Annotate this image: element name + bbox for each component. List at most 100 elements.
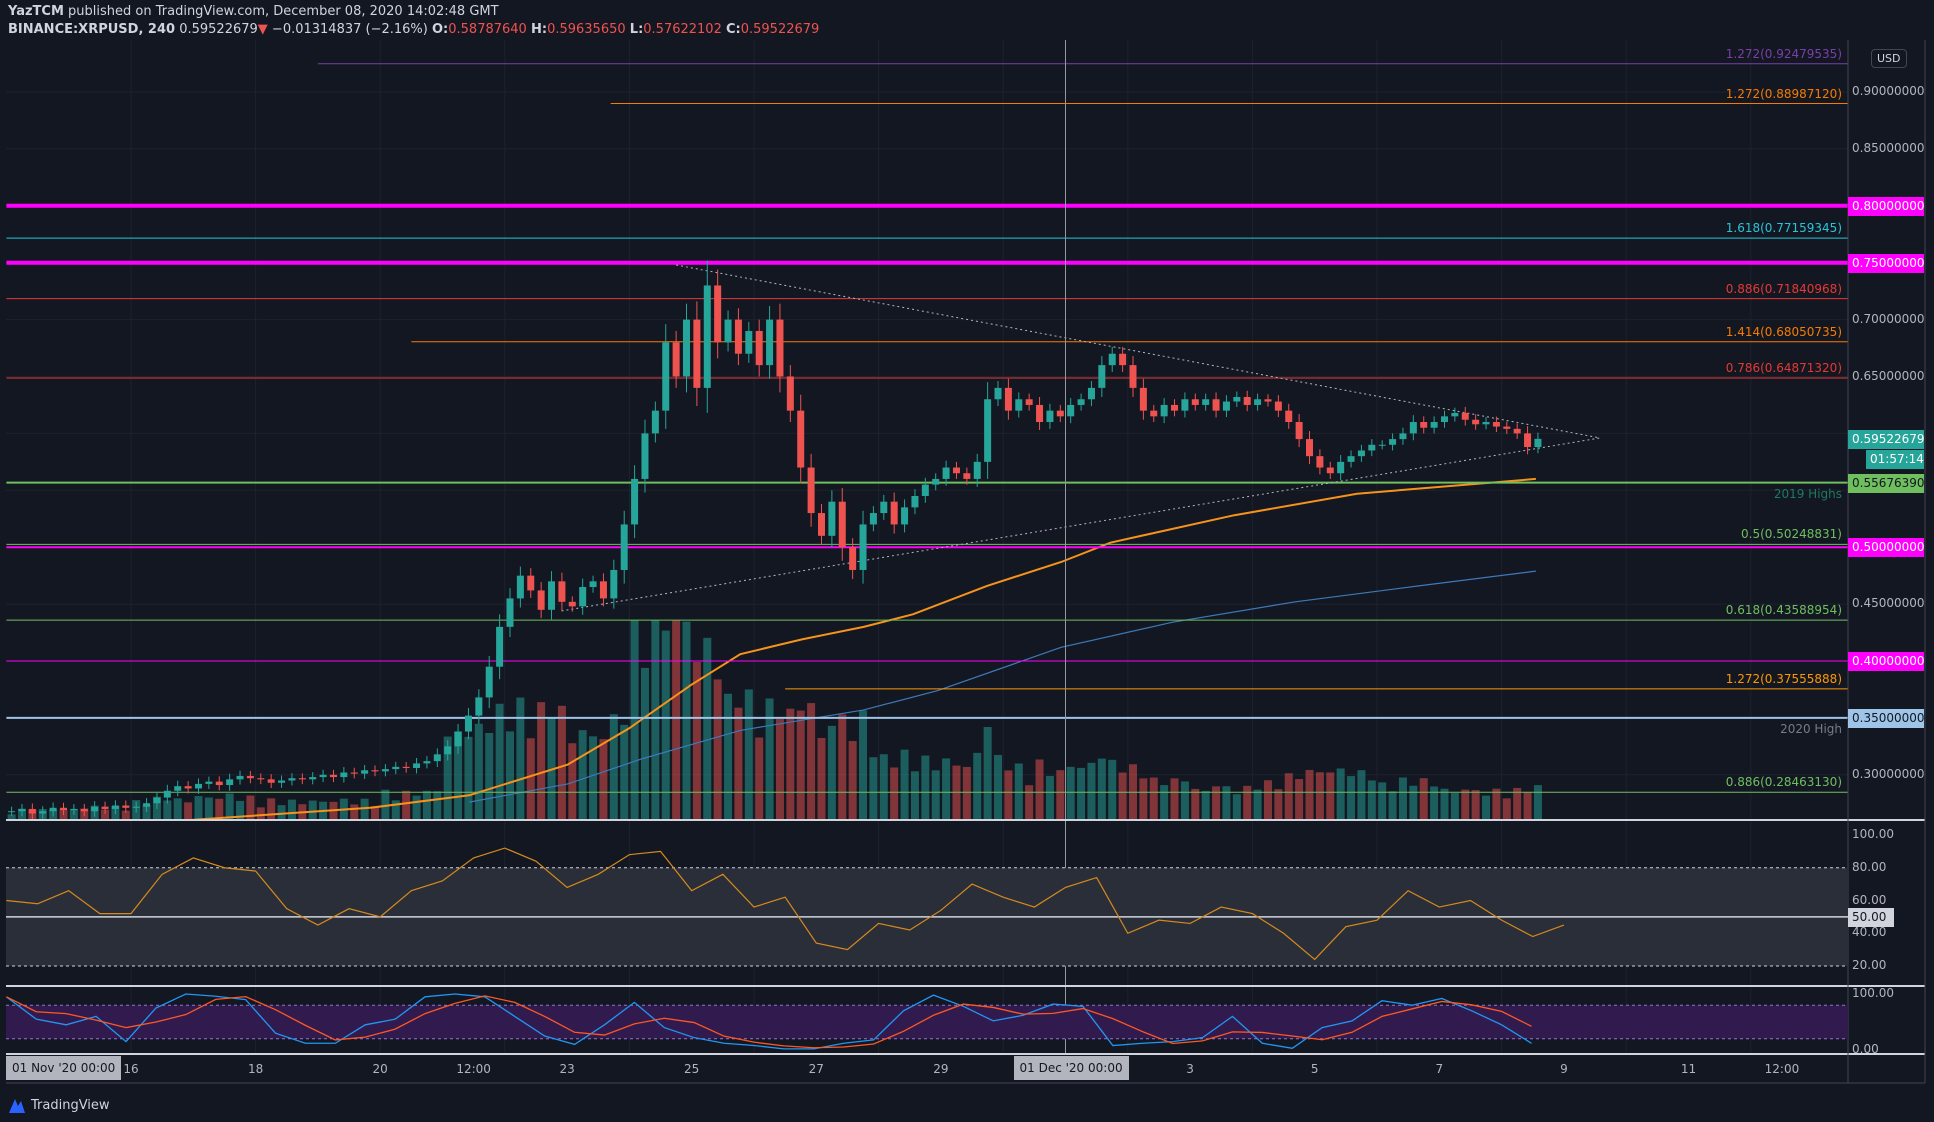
candle-body (537, 590, 545, 610)
volume-bar (1305, 769, 1314, 820)
candle-body (1202, 399, 1210, 405)
candle-body (143, 803, 151, 807)
volume-bar (1482, 795, 1491, 820)
candle-body (80, 808, 88, 812)
price-axis-marker: 0.59522679 (1848, 429, 1925, 449)
candle-body (589, 581, 597, 588)
candle-body (236, 775, 244, 780)
candle-body (911, 495, 919, 508)
candle-body (8, 811, 16, 813)
level-label: 0.5(0.50248831) (1741, 527, 1842, 542)
candle-body (371, 770, 379, 772)
tradingview-logo[interactable]: TradingView (8, 1096, 110, 1114)
candle-body (1015, 399, 1023, 411)
open-label: O: (432, 22, 449, 37)
candle-body (776, 319, 784, 377)
candle-body (454, 731, 462, 747)
publish-text: published on TradingView.com, December 0… (68, 4, 499, 19)
level-label: 1.272(0.88987120) (1725, 86, 1842, 101)
volume-bar (807, 703, 816, 820)
candle-body (122, 805, 130, 808)
level-label: 2020 High (1780, 721, 1842, 736)
candle-body (901, 507, 909, 525)
candle-body (1295, 422, 1303, 440)
candle-body (1274, 401, 1282, 411)
volume-bar (1450, 793, 1459, 820)
volume-bar (786, 708, 795, 820)
low-label: L: (629, 22, 644, 37)
volume-bar (640, 667, 649, 820)
price-axis-marker: 0.55676390 (1848, 473, 1925, 493)
time-axis-label: 16 (123, 1062, 139, 1076)
currency-button[interactable]: USD (1871, 49, 1907, 68)
volume-bar (1097, 758, 1106, 820)
candle-body (994, 387, 1002, 400)
candle-body (28, 808, 36, 814)
level-label: 2019 Highs (1773, 486, 1842, 501)
volume-bar (599, 739, 608, 820)
price-axis-label: 0.90000000 (1852, 84, 1925, 98)
candle-body (1430, 422, 1438, 428)
price-axis-label: 0.45000000 (1852, 596, 1925, 611)
candle-body (672, 342, 680, 377)
candle-body (381, 769, 389, 772)
candle-body (734, 319, 742, 354)
time-axis-label: 5 (1310, 1062, 1319, 1076)
time-axis-label: 7 (1435, 1062, 1444, 1076)
candle-body (568, 601, 576, 607)
low-value: 0.57622102 (643, 22, 722, 37)
symbol-legend: BINANCE:XRPUSD, 240 0.59522679▼ −0.01314… (8, 22, 819, 37)
candle-body (693, 319, 701, 388)
symbol-name[interactable]: BINANCE:XRPUSD, 240 (8, 22, 176, 37)
candle-body (60, 807, 68, 811)
candle-body (1451, 412, 1459, 417)
volume-bar (422, 790, 431, 820)
volume-bar (651, 620, 660, 820)
level-label: 1.618(0.77159345) (1725, 221, 1842, 236)
candle-body (1420, 422, 1428, 428)
volume-bar (1149, 777, 1158, 820)
volume-bar (1243, 785, 1252, 820)
volume-bar (526, 738, 535, 820)
candle-body (1264, 399, 1272, 402)
candle-body (91, 806, 99, 812)
volume-bar (848, 741, 857, 820)
candle-body (1108, 353, 1116, 366)
volume-bar (236, 800, 245, 820)
candle-body (786, 376, 794, 411)
candle-body (402, 766, 410, 768)
volume-bar (360, 798, 369, 820)
author[interactable]: YazTCM (8, 4, 64, 19)
time-axis-label: 29 (933, 1062, 949, 1076)
candle-body (111, 805, 119, 809)
rsi-axis-label: 40.00 (1852, 925, 1887, 940)
price-axis-label: 0.70000000 (1852, 311, 1925, 326)
volume-bar (443, 736, 452, 820)
volume-bar (308, 800, 317, 820)
level-label: 0.786(0.64871320) (1725, 360, 1842, 375)
price-axis-marker: 0.35000000 (1848, 708, 1925, 728)
candle-body (1409, 422, 1417, 434)
volume-bar (827, 725, 836, 820)
candle-body (1098, 365, 1106, 388)
candle-body (1087, 387, 1095, 400)
candle-body (610, 569, 618, 599)
close-value: 0.59522679 (740, 22, 820, 37)
candle-body (1025, 399, 1033, 405)
candle-body (890, 501, 898, 525)
moving-average-blue (469, 570, 1536, 803)
candle-body (1129, 365, 1137, 388)
candle-body (683, 319, 691, 377)
volume-bar (620, 724, 629, 820)
volume-bar (1108, 759, 1117, 820)
volume-bar (661, 630, 670, 820)
price-axis-label: 0.30000000 (1852, 766, 1925, 781)
time-axis-label: 20 (372, 1062, 388, 1076)
candles-group (6, 63, 1848, 820)
volume-bar (391, 800, 400, 820)
volume-bar (1367, 780, 1376, 820)
volume-bar (454, 731, 463, 820)
time-axis-label: 18 (247, 1062, 264, 1076)
candle-body (516, 575, 524, 599)
